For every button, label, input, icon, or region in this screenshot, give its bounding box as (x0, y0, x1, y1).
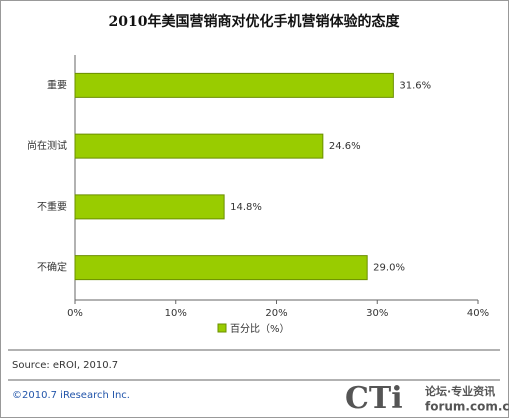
bar (74, 133, 324, 159)
y-tick-label: 不确定 (37, 261, 67, 274)
watermark: forum.com.cn (425, 400, 509, 414)
bar (74, 194, 225, 220)
watermark: CTi (345, 381, 403, 416)
data-label: 31.6% (399, 80, 431, 91)
x-tick-label: 10% (165, 308, 187, 319)
y-tick-label: 重要 (47, 78, 67, 91)
legend-label: 百分比（%） (230, 323, 290, 335)
y-tick-label: 不重要 (37, 200, 67, 213)
x-tick-label: 40% (467, 308, 489, 319)
y-tick-label: 尚在测试 (27, 139, 67, 152)
x-tick-label: 0% (67, 308, 83, 319)
watermark: 论坛·专业资讯 (425, 384, 495, 398)
x-tick-label: 20% (265, 308, 287, 319)
data-label: 29.0% (373, 263, 405, 274)
data-label: 14.8% (230, 202, 262, 213)
legend-swatch (217, 323, 227, 333)
data-label: 24.6% (329, 141, 361, 152)
chart-title: 2010年美国营销商对优化手机营销体验的态度 (109, 13, 401, 30)
source: Source: eROI, 2010.7 (12, 360, 118, 371)
bar (74, 255, 368, 281)
copyright: ©2010.7 iResearch Inc. (12, 390, 130, 401)
bar (74, 72, 394, 98)
x-tick-label: 30% (366, 308, 388, 319)
